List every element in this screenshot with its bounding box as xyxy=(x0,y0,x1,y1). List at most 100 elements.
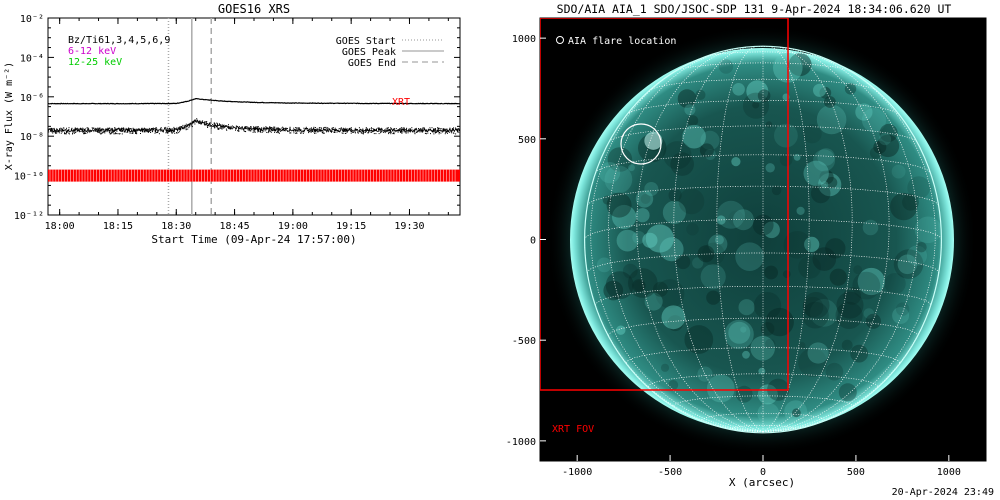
flux-point xyxy=(79,128,81,130)
flux-point xyxy=(459,129,460,130)
flux-point xyxy=(245,128,247,130)
flare-legend-text: AIA flare location xyxy=(568,36,676,47)
flux-point xyxy=(80,127,82,129)
flux-point xyxy=(220,128,222,129)
y-axis-label: X-ray Flux (W m⁻²) xyxy=(4,62,15,170)
flux-point xyxy=(435,132,436,134)
flux-point xyxy=(114,127,115,129)
flux-point xyxy=(453,130,455,132)
flux-point xyxy=(441,128,443,130)
flux-point xyxy=(148,127,150,129)
flux-point xyxy=(107,127,109,129)
flux-point xyxy=(393,133,395,135)
flux-point xyxy=(401,131,403,133)
flux-point xyxy=(289,129,291,131)
flux-point xyxy=(160,127,162,129)
flux-point xyxy=(435,132,437,133)
disk-feature xyxy=(852,271,881,300)
flux-point xyxy=(111,128,113,130)
disk-feature xyxy=(865,313,882,329)
flux-point xyxy=(196,121,198,123)
flux-point xyxy=(414,133,416,135)
flux-point xyxy=(212,124,214,126)
disk-feature xyxy=(816,104,847,135)
flux-point xyxy=(325,129,327,131)
flux-point xyxy=(216,123,218,125)
disk-feature xyxy=(714,235,724,245)
disk-feature xyxy=(687,115,699,126)
grid-line xyxy=(731,424,795,429)
flux-point xyxy=(113,133,115,135)
y-tick-label: 10⁻² xyxy=(20,14,44,25)
flare-bright-region xyxy=(644,131,663,150)
flux-point xyxy=(323,132,325,134)
flux-point xyxy=(253,126,255,128)
flux-point xyxy=(388,129,390,131)
flux-point xyxy=(237,129,239,131)
flux-point xyxy=(445,131,447,133)
flux-point xyxy=(447,129,449,131)
flux-point xyxy=(168,131,169,133)
flux-point xyxy=(68,133,70,135)
disk-feature xyxy=(884,273,906,295)
flux-point xyxy=(295,133,297,134)
flux-point xyxy=(152,131,153,133)
flux-point xyxy=(253,130,255,132)
flux-point xyxy=(114,127,116,129)
flux-point xyxy=(180,128,181,129)
flux-point xyxy=(204,121,206,123)
flux-point xyxy=(374,129,376,131)
flux-point xyxy=(437,130,439,132)
disk-feature xyxy=(892,307,910,324)
flux-point xyxy=(218,127,220,129)
disk-feature xyxy=(890,192,918,221)
flux-point xyxy=(206,125,208,127)
flux-point xyxy=(219,127,221,129)
flux-point xyxy=(459,132,460,133)
flux-point xyxy=(118,127,120,129)
flux-point xyxy=(199,123,201,124)
xrt-coverage-band xyxy=(48,169,460,182)
flux-point xyxy=(317,131,319,133)
flux-point xyxy=(225,128,227,130)
flux-point xyxy=(402,131,404,133)
flux-point xyxy=(423,127,425,129)
flux-point xyxy=(184,125,186,127)
flux-point xyxy=(254,131,256,133)
flux-point xyxy=(346,131,348,133)
x-axis-label: X (arcsec) xyxy=(729,476,795,489)
flux-point xyxy=(263,127,265,129)
flux-point xyxy=(405,132,407,134)
flux-point xyxy=(254,127,256,129)
flux-point xyxy=(365,127,367,129)
flux-point xyxy=(333,130,335,132)
flux-point xyxy=(165,126,167,128)
flux-point xyxy=(129,130,131,132)
flux-point xyxy=(109,129,110,131)
flux-point xyxy=(141,129,143,131)
disk-feature xyxy=(793,153,801,161)
flux-point xyxy=(244,126,246,128)
flux-point xyxy=(84,130,86,132)
flux-point xyxy=(359,128,361,130)
flux-point xyxy=(449,127,451,129)
flux-point xyxy=(228,127,230,128)
flux-point xyxy=(53,130,55,132)
flux-point xyxy=(362,130,364,132)
flux-point xyxy=(219,124,221,126)
disk-feature xyxy=(810,183,831,204)
flux-point xyxy=(402,127,404,129)
grid-line xyxy=(636,47,764,433)
flux-point xyxy=(383,131,384,133)
disk-feature xyxy=(876,134,900,158)
grid-line xyxy=(673,46,764,433)
flux-point xyxy=(262,131,264,133)
flux-point xyxy=(286,127,288,129)
flux-point xyxy=(197,121,199,123)
flux-point xyxy=(191,126,193,128)
flux-point xyxy=(89,131,91,133)
flux-point xyxy=(446,132,448,134)
flux-point xyxy=(203,123,205,125)
flux-point xyxy=(108,132,110,134)
